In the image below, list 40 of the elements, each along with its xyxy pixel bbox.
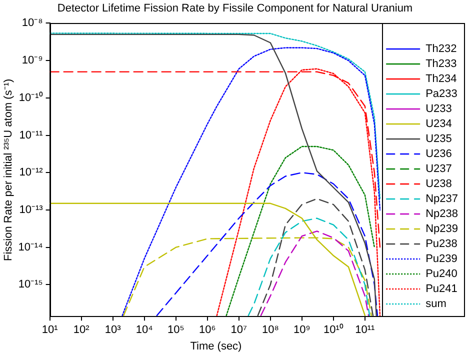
x-tick-label: 10⁶ [199, 324, 216, 336]
y-tick-label: 10⁻⁹ [22, 54, 43, 67]
legend-label: Np239 [426, 223, 458, 236]
legend-label: U233 [426, 103, 452, 116]
legend-label: Pu240 [426, 268, 458, 280]
legend-label: sum [426, 298, 446, 310]
legend-label: U237 [426, 163, 452, 176]
y-tick-label: 10⁻¹⁴ [18, 241, 44, 254]
x-tick-label: 10⁸ [262, 324, 279, 336]
y-tick-label: 10⁻¹¹ [19, 129, 44, 142]
x-axis-title: Time (sec) [190, 340, 242, 352]
x-tick-label: 10² [73, 324, 90, 336]
chart-title: Detector Lifetime Fission Rate by Fissile Component for Natural Uranium [57, 2, 413, 15]
x-tick-label: 10¹⁰ [323, 323, 344, 336]
x-tick-label: 10⁷ [230, 324, 248, 336]
legend-label: U236 [426, 148, 452, 160]
legend-label: Pu239 [426, 253, 458, 266]
legend-label: U235 [426, 133, 452, 146]
y-tick-label: 10⁻¹³ [19, 204, 44, 216]
legend-label: Th232 [426, 43, 457, 56]
legend-label: U238 [426, 178, 452, 190]
y-tick-label: 10⁻¹⁰ [18, 90, 43, 104]
x-tick-label: 10¹¹ [355, 324, 376, 336]
legend-label: Th233 [426, 58, 457, 70]
x-tick-label: 10⁹ [293, 324, 310, 336]
y-tick-label: 10⁻¹² [19, 166, 44, 179]
legend-label: U234 [426, 118, 452, 130]
y-axis-title: Fission Rate per initial ²³⁵U atom (s⁻¹) [2, 78, 15, 261]
legend-label: Pu241 [426, 283, 458, 296]
legend-label: Np237 [426, 193, 458, 206]
y-tick-label: 10⁻¹⁵ [18, 278, 43, 291]
legend-label: Np238 [426, 208, 458, 220]
legend-label: Pa233 [426, 88, 458, 100]
x-tick-label: 10¹ [42, 324, 58, 336]
x-tick-label: 10³ [104, 324, 122, 336]
x-tick-label: 10⁵ [167, 324, 184, 336]
y-tick-label: 10⁻⁸ [22, 17, 43, 30]
legend-label: Th234 [426, 73, 457, 86]
x-tick-label: 10⁴ [136, 324, 154, 336]
legend-label: Pu238 [426, 238, 458, 250]
